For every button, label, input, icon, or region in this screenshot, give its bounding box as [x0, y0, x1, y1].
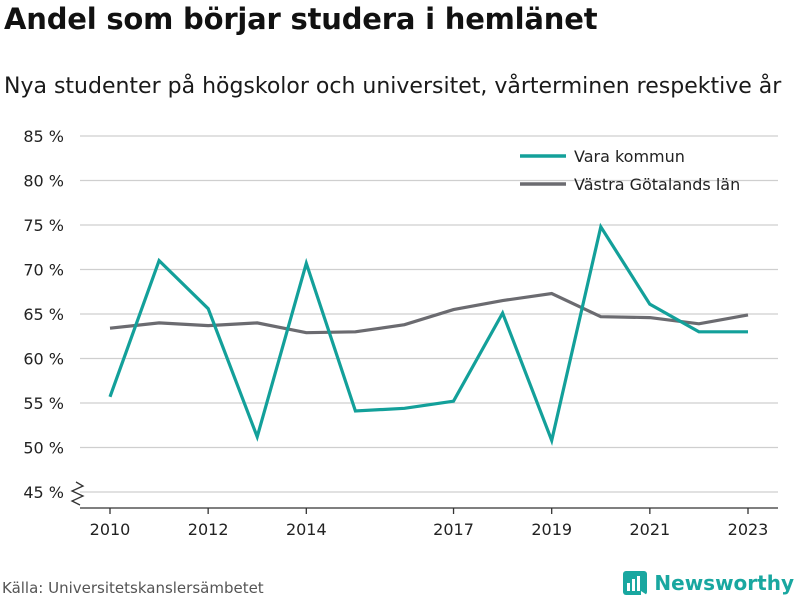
y-tick-label: 70 %	[23, 261, 64, 280]
x-tick-label: 2023	[728, 520, 769, 539]
grid-lines	[80, 135, 778, 493]
y-tick-label: 60 %	[23, 350, 64, 369]
x-tick-label: 2010	[90, 520, 131, 539]
y-tick-label: 80 %	[23, 172, 64, 191]
brand-name: Newsworthy	[654, 571, 794, 595]
source-note: Källa: Universitetskanslersämbetet	[2, 579, 264, 597]
chart-title: Andel som börjar studera i hemlänet	[4, 2, 598, 36]
chart-subtitle: Nya studenter på högskolor och universit…	[4, 74, 782, 99]
x-axis	[70, 481, 778, 509]
legend: Vara kommun Västra Götalands län	[520, 147, 740, 194]
y-tick-label: 50 %	[23, 439, 64, 458]
legend-label: Västra Götalands län	[574, 175, 740, 194]
legend-label: Vara kommun	[574, 147, 685, 166]
y-tick-label: 55 %	[23, 394, 64, 413]
newsworthy-logo-icon	[623, 571, 648, 595]
y-tick-label: 45 %	[23, 483, 64, 502]
axis-break-icon	[70, 481, 85, 506]
x-tick-label: 2021	[629, 520, 670, 539]
y-tick-label: 75 %	[23, 216, 64, 235]
y-tick-label: 85 %	[23, 127, 64, 146]
y-axis-ticks: 45 % 50 % 55 % 60 % 65 % 70 % 75 % 80 % 85 %	[23, 127, 64, 502]
x-tick-label: 2017	[433, 520, 474, 539]
brand-logo[interactable]: Newsworthy	[622, 570, 794, 596]
y-tick-label: 65 %	[23, 305, 64, 324]
x-tick-label: 2012	[188, 520, 229, 539]
x-axis-ticks: 2010 2012 2014 2017 2019 2021 2023	[90, 508, 769, 539]
x-tick-label: 2014	[286, 520, 327, 539]
series-lines	[108, 222, 749, 446]
series-line-0	[108, 222, 748, 446]
series-line-1	[109, 291, 749, 335]
x-tick-label: 2019	[531, 520, 572, 539]
